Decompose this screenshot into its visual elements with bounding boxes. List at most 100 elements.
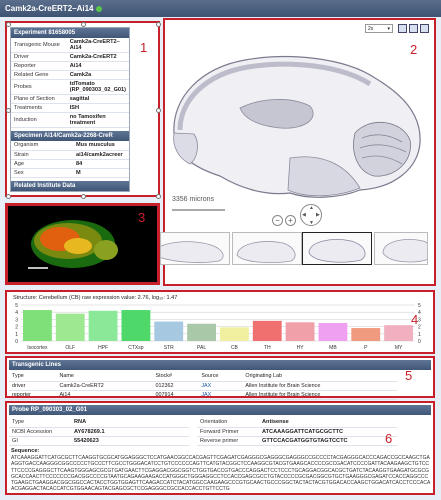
status-dot-icon: [95, 5, 102, 12]
column-header: Source: [198, 372, 243, 382]
y-tick-label-right: 1: [418, 332, 421, 338]
expression-image-panel: 3: [5, 203, 160, 285]
zoom-select-value: 2x: [368, 26, 374, 32]
probe-right-row: Reverse primer GTTCCACGATGGTGTAGTCCTC: [197, 436, 397, 446]
experiment-value: tdTomato (RP_090303_02_G01): [66, 79, 129, 95]
resize-handle-mr[interactable]: [156, 108, 161, 113]
expression-heatmap-image[interactable]: [8, 206, 157, 282]
bar-pal[interactable]: [187, 323, 216, 341]
panel-number-4: 4: [411, 312, 419, 327]
bar-p[interactable]: [351, 328, 381, 341]
probe-right-key: Reverse primer: [197, 436, 259, 446]
column-header: Stock#: [152, 372, 199, 382]
probe-right-value: ATCAAAGGATTCATGCGCTTC: [259, 427, 397, 437]
thumbnail-2[interactable]: [232, 232, 302, 265]
y-tick-label: 1: [15, 332, 18, 338]
table-row: driver Camk2a-CreERT2 012362 JAX Allen Insti…: [9, 381, 397, 391]
y-tick-label-right: 3: [418, 317, 421, 323]
resize-handle-tl[interactable]: [6, 22, 11, 27]
probe-left-key: Type: [9, 418, 71, 428]
bar-th[interactable]: [252, 320, 282, 341]
cerebellum-folia: [359, 134, 407, 165]
panel-number-5: 5: [405, 368, 413, 383]
source-link[interactable]: JAX: [198, 381, 243, 391]
experiment-value: Ai14: [66, 61, 129, 71]
zoom-out-button[interactable]: −: [272, 215, 283, 226]
bar-ctxsp[interactable]: [121, 310, 151, 341]
olfactory-region: [173, 132, 198, 165]
experiment-row: Transgenic Mouse Camk2a-CreERT2–Ai14: [11, 38, 129, 53]
thumbnail-1[interactable]: [150, 232, 230, 265]
bar-cb[interactable]: [220, 327, 249, 341]
external-link-icon[interactable]: [420, 24, 429, 33]
y-tick-label-right: 5: [418, 303, 421, 309]
experiment-value: no Tamoxifen treatment: [66, 112, 129, 128]
resize-handle-br[interactable]: [156, 194, 161, 199]
cortex-layer: [177, 61, 372, 131]
panel-number-1: 1: [140, 40, 148, 55]
window-title-bar: Camk2a-CreERT2–Ai14: [0, 0, 441, 17]
probe-left-row: Type RNA: [9, 418, 189, 428]
zoom-select[interactable]: 2x ▾: [365, 24, 393, 33]
zoom-in-button[interactable]: +: [285, 215, 296, 226]
table-cell: driver: [9, 381, 57, 391]
download-icon[interactable]: [409, 24, 418, 33]
window-title: Camk2a-CreERT2–Ai14: [5, 4, 94, 13]
y-tick-label: 2: [15, 325, 18, 331]
bar-mb[interactable]: [318, 323, 348, 341]
pan-down-icon[interactable]: ▼: [309, 220, 314, 226]
related-data-link[interactable]: Related Institute Data: [11, 180, 129, 191]
transgenic-lines-panel: Transgenic Lines Type Name Stock# Source Ori…: [5, 356, 435, 400]
x-tick-label: STR: [164, 345, 174, 351]
bar-olf[interactable]: [55, 313, 85, 341]
brainstem-region: [287, 156, 361, 197]
thumbnail-4[interactable]: [374, 232, 432, 265]
x-tick-label: P: [364, 345, 368, 351]
y-tick-label: 5: [15, 303, 18, 309]
panel-number-6: 6: [385, 431, 393, 446]
bar-hy[interactable]: [285, 322, 315, 341]
table-cell: Camk2a-CreERT2: [56, 381, 153, 391]
grid-view-icon[interactable]: [398, 24, 407, 33]
experiment-key: Treatments: [11, 103, 67, 113]
x-tick-label: CB: [231, 345, 239, 351]
pan-right-icon[interactable]: ▶: [316, 212, 320, 218]
y-tick-label-right: 2: [418, 325, 421, 331]
source-link[interactable]: JAX: [198, 390, 243, 400]
scale-label: 3356 microns: [172, 196, 215, 203]
bar-str[interactable]: [154, 321, 184, 341]
bar-hpf[interactable]: [88, 310, 118, 341]
bar-isocortex[interactable]: [23, 310, 52, 341]
table-cell: 007914: [152, 390, 199, 400]
bar-my[interactable]: [384, 325, 413, 341]
hippocampus-region: [239, 99, 314, 129]
table-cell: Allen Institute for Brain Science: [242, 381, 397, 391]
pan-left-icon[interactable]: ◀: [302, 212, 306, 218]
probe-right-value: Antisense: [259, 418, 397, 428]
specimen-value: M: [73, 168, 129, 178]
brain-section-image[interactable]: [170, 38, 428, 213]
experiment-table: Transgenic Mouse Camk2a-CreERT2–Ai14 Drive…: [11, 38, 129, 128]
probe-right-key: Forward Primer: [197, 427, 259, 437]
resize-handle-tr[interactable]: [156, 22, 161, 27]
specimen-value: ai14/camk2acreer: [73, 150, 129, 160]
resize-handle-bm[interactable]: [81, 194, 86, 199]
resize-handle-tm[interactable]: [81, 22, 86, 27]
pan-control[interactable]: ▲ ▼ ◀ ▶: [300, 204, 322, 226]
experiment-key: Related Gene: [11, 70, 67, 80]
x-tick-label: HY: [297, 345, 305, 351]
probe-left-value: RNA: [71, 418, 189, 428]
thumbnail-3-selected[interactable]: [302, 232, 372, 265]
column-header: Originating Lab: [242, 372, 397, 382]
x-tick-label: HPF: [98, 345, 108, 351]
structure-label: Structure: Cerebellum (CB) raw expressio…: [13, 295, 178, 301]
probe-panel: Probe RP_090303_02_G01 Type RNA NCBI Acces…: [5, 401, 435, 495]
experiment-row: Induction no Tamoxifen treatment: [11, 112, 129, 128]
sequence-label: Sequence:: [11, 448, 40, 454]
pan-up-icon[interactable]: ▲: [309, 205, 314, 211]
column-header: Type: [9, 372, 57, 382]
experiment-key: Reporter: [11, 61, 67, 71]
resize-handle-bl[interactable]: [6, 194, 11, 199]
resize-handle-ml[interactable]: [6, 108, 11, 113]
x-tick-label: Isocortex: [27, 345, 48, 351]
